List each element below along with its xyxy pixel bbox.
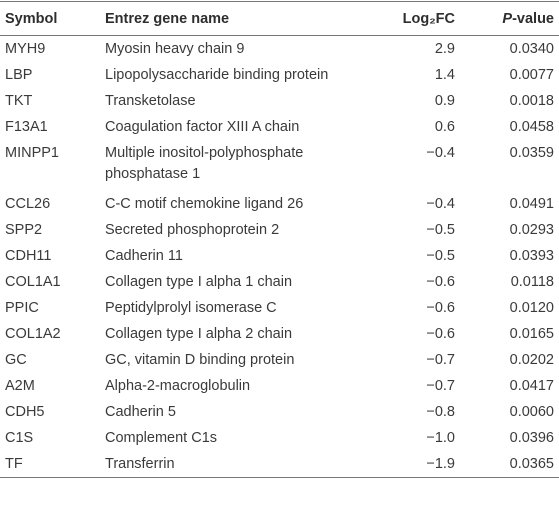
table-row: F13A1 Coagulation factor XIII A chain 0.6 0… (0, 114, 559, 140)
table-cell: Collagen type I alpha 2 chain (105, 325, 293, 342)
table-cell: Coagulation factor XIII A chain (105, 118, 300, 135)
table-cell: 0.0060 (509, 403, 554, 420)
table-cell: CDH5 (5, 403, 45, 420)
table-cell: MYH9 (5, 40, 46, 57)
table-cell: C-C motif chemokine ligand 26 (105, 195, 304, 212)
table-cell: −0.4 (426, 195, 455, 212)
table-cell: 0.9 (434, 92, 455, 109)
table-row: PPIC Peptidylprolyl isomerase C −0.6 0.0120 (0, 295, 559, 321)
table-cell: −0.7 (426, 351, 455, 368)
table-cell: Lipopolysaccharide binding protein (105, 66, 329, 83)
table-row: LBP Lipopolysaccharide binding protein 1.4… (0, 62, 559, 88)
table-cell: 0.0120 (509, 299, 554, 316)
table-cell: −0.6 (426, 273, 455, 290)
table-cell: −0.6 (426, 325, 455, 342)
table-body: MYH9 Myosin heavy chain 9 2.9 0.0340 LBP Lipo… (0, 36, 559, 478)
table-cell: LBP (5, 66, 33, 83)
table-cell: 0.0458 (509, 118, 554, 135)
table-cell: MINPP1 (5, 145, 59, 161)
header-cell: P-value (460, 1, 559, 36)
table-cell: TKT (5, 92, 33, 109)
table-cell: −1.9 (426, 455, 455, 472)
table-cell: 0.0018 (509, 92, 554, 109)
table-cell: PPIC (5, 299, 39, 316)
header-cell: Symbol (0, 1, 100, 36)
table-cell: 0.0202 (509, 351, 554, 368)
table-row: SPP2 Secreted phosphoprotein 2 −0.5 0.0293 (0, 217, 559, 243)
gene-table: Symbol Entrez gene name Log₂FC P-value M… (0, 1, 559, 478)
table-cell: 0.6 (434, 118, 455, 135)
table-cell: Multiple inositol-polyphosphate phosphat… (105, 145, 304, 182)
table-row: TKT Transketolase 0.9 0.0018 (0, 88, 559, 114)
table-cell: 0.0340 (509, 40, 554, 57)
table-cell: −0.7 (426, 377, 455, 394)
table-cell: SPP2 (5, 221, 43, 238)
table-cell: −0.5 (426, 221, 455, 238)
table-cell: 0.0118 (510, 273, 554, 290)
table-cell: 0.0417 (509, 377, 554, 394)
table-cell: Transketolase (105, 92, 196, 109)
table-row: TF Transferrin −1.9 0.0365 (0, 451, 559, 478)
table-cell: 0.0491 (509, 195, 554, 212)
table-cell: 2.9 (434, 40, 455, 57)
table-cell: CCL26 (5, 195, 51, 212)
table-cell: 0.0396 (509, 429, 554, 446)
table-cell: CDH11 (5, 247, 52, 264)
table-cell: Peptidylprolyl isomerase C (105, 299, 277, 316)
table-cell: −0.8 (426, 403, 455, 420)
header-cell: Log₂FC (390, 1, 460, 36)
table-cell: 0.0293 (509, 221, 554, 238)
table-row: COL1A2 Collagen type I alpha 2 chain −0.6 0… (0, 321, 559, 347)
table-row: CDH11 Cadherin 11 −0.5 0.0393 (0, 243, 559, 269)
header-cell: Entrez gene name (100, 1, 390, 36)
table-cell: Cadherin 5 (105, 403, 176, 420)
table-cell: Collagen type I alpha 1 chain (105, 273, 293, 290)
table-row: C1S Complement C1s −1.0 0.0396 (0, 425, 559, 451)
table-cell: 0.0393 (509, 247, 554, 264)
table-cell: TF (5, 455, 23, 472)
table-cell: Cadherin 11 (105, 247, 183, 264)
table-row: MYH9 Myosin heavy chain 9 2.9 0.0340 (0, 36, 559, 63)
table-cell: F13A1 (5, 118, 48, 135)
table-cell: Secreted phosphoprotein 2 (105, 221, 280, 238)
table-cell: 0.0359 (509, 145, 554, 161)
table-row: CCL26 C-C motif chemokine ligand 26 −0.4 0.… (0, 191, 559, 217)
header-row: Symbol Entrez gene name Log₂FC P-value (0, 1, 559, 36)
table-cell: 0.0077 (509, 66, 554, 83)
table-cell: 0.0365 (509, 455, 554, 472)
table-cell: GC (5, 351, 27, 368)
table-cell: −0.5 (426, 247, 455, 264)
table-row: A2M Alpha-2-macroglobulin −0.7 0.0417 (0, 373, 559, 399)
table-cell: Alpha-2-macroglobulin (105, 377, 251, 394)
table-cell: C1S (5, 429, 34, 446)
table-cell: COL1A1 (5, 273, 61, 290)
table-row: GC GC, vitamin D binding protein −0.7 0.020… (0, 347, 559, 373)
table-cell: −0.6 (426, 299, 455, 316)
table-cell: −0.4 (426, 145, 455, 161)
table-cell: Myosin heavy chain 9 (105, 40, 245, 57)
table-row: CDH5 Cadherin 5 −0.8 0.0060 (0, 399, 559, 425)
table-cell: Complement C1s (105, 429, 218, 446)
table-row: MINPP1 Multiple inositol-polyphosphate ph… (0, 140, 559, 191)
table-cell: COL1A2 (5, 325, 61, 342)
table-cell: 0.0165 (509, 325, 554, 342)
table-cell: −1.0 (426, 429, 455, 446)
table-cell: GC, vitamin D binding protein (105, 351, 295, 368)
table-cell: 1.4 (434, 66, 455, 83)
table-cell: Transferrin (105, 455, 175, 472)
table-cell: A2M (5, 377, 35, 394)
table-row: COL1A1 Collagen type I alpha 1 chain −0.6 0… (0, 269, 559, 295)
